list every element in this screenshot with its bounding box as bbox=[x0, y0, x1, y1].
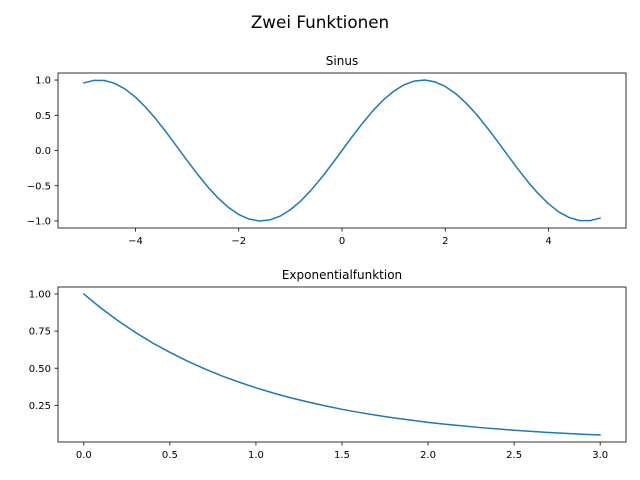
exp-x-tick-label: 2.5 bbox=[506, 450, 522, 461]
exp-x-tick-label: 1.0 bbox=[248, 450, 264, 461]
sine-x-tick-label: 2 bbox=[442, 236, 448, 247]
sine-y-tick-label: −0.5 bbox=[27, 181, 51, 192]
figure-title: Zwei Funktionen bbox=[251, 12, 389, 32]
exp-x-tick-label: 2.0 bbox=[420, 450, 436, 461]
sine-axes: Sinus −4 −2 0 2 4 1.0 0.5 0.0 −0.5 −1.0 bbox=[27, 54, 627, 247]
exp-y-tick-label: 0.75 bbox=[29, 327, 51, 338]
exp-series-line bbox=[83, 293, 601, 436]
exp-axes-title: Exponentialfunktion bbox=[282, 268, 402, 282]
sine-y-tick-label: −1.0 bbox=[27, 217, 51, 228]
sine-x-tick-label: 4 bbox=[545, 236, 551, 247]
sine-y-tick-label: 0.0 bbox=[35, 146, 51, 157]
sine-axes-frame bbox=[57, 72, 627, 229]
sine-y-tick-label: 1.0 bbox=[35, 76, 51, 87]
exp-y-tick-label: 1.00 bbox=[29, 290, 51, 301]
exp-x-tick-label: 0.5 bbox=[162, 450, 178, 461]
sine-x-tick-label: −4 bbox=[128, 236, 143, 247]
sine-series-line bbox=[83, 79, 601, 222]
exp-x-tick-label: 0.0 bbox=[76, 450, 92, 461]
sine-x-tick-label: 0 bbox=[339, 236, 345, 247]
exp-axes-frame bbox=[57, 286, 627, 443]
exp-y-tick-label: 0.25 bbox=[29, 401, 51, 412]
sine-y-tick-label: 0.5 bbox=[35, 111, 51, 122]
exp-x-tick-label: 1.5 bbox=[334, 450, 350, 461]
exp-x-tick-label: 3.0 bbox=[592, 450, 608, 461]
exp-y-tick-label: 0.50 bbox=[29, 364, 51, 375]
sine-axes-title: Sinus bbox=[326, 54, 358, 68]
exponential-axes: Exponentialfunktion 0.0 0.5 1.0 1.5 2.0 2.5 3.0… bbox=[29, 268, 627, 461]
sine-x-tick-label: −2 bbox=[231, 236, 246, 247]
